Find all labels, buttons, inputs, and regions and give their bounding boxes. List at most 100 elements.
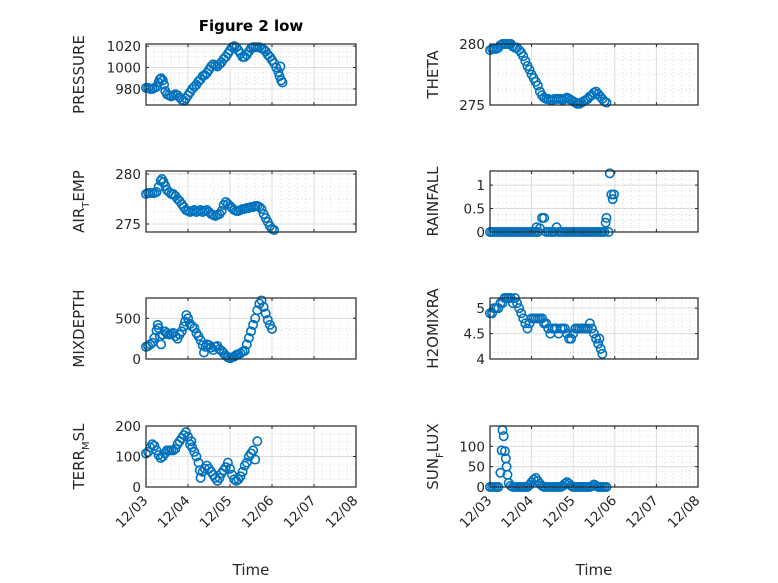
- data-point: [541, 318, 552, 329]
- y-tick-label: 4: [476, 352, 485, 368]
- data-point: [514, 303, 525, 314]
- axes-mixdepth: 0 500 MIXDEPTH: [70, 289, 357, 368]
- y-axis-label-text: THETA: [424, 50, 442, 100]
- y-tick-label: 280: [115, 167, 141, 183]
- data-point: [499, 446, 510, 457]
- axes-theta: 275 280 THETA: [424, 37, 699, 114]
- y-axis-label-rest: EMP: [70, 170, 88, 201]
- data-point: [250, 454, 261, 465]
- data-point: [260, 308, 271, 319]
- data-point: [269, 225, 280, 236]
- plot-area: [490, 171, 698, 232]
- axes-h2omixra: 4 4.5 5 H2OMIXRA: [424, 288, 699, 369]
- y-axis-label: PRESSURE: [70, 35, 88, 114]
- data-point: [246, 326, 257, 337]
- data-point: [153, 182, 164, 193]
- data-point: [591, 333, 602, 344]
- data-point: [512, 298, 523, 309]
- series-air_temp: [141, 174, 280, 236]
- data-point: [176, 326, 187, 337]
- data-point: [520, 56, 531, 67]
- y-tick-label: 500: [115, 311, 141, 327]
- data-point: [258, 301, 269, 312]
- data-point: [241, 457, 252, 468]
- data-point: [532, 80, 543, 91]
- y-tick-label: 280: [459, 37, 485, 53]
- data-point: [162, 327, 173, 338]
- data-point: [588, 328, 599, 339]
- y-axis-label: H2OMIXRA: [424, 288, 442, 369]
- axes-box: [145, 297, 357, 360]
- data-point: [151, 187, 162, 198]
- y-axis-label-text: SUN: [424, 458, 442, 490]
- data-point: [180, 316, 191, 327]
- data-point: [151, 445, 162, 456]
- axes-box: [489, 43, 699, 106]
- axes-rainfall: 0 0.5 1 RAINFALL: [424, 166, 699, 241]
- axes-air_temp: 275 280 AIRTEMP: [70, 167, 357, 236]
- y-tick-label: 0: [132, 352, 141, 368]
- y-tick-label: 100: [115, 450, 141, 466]
- y-tick-label: 0: [132, 480, 141, 496]
- data-point: [237, 466, 248, 477]
- y-axis-label-text: AIR: [70, 208, 88, 233]
- data-point: [252, 436, 263, 447]
- data-point: [600, 217, 611, 228]
- data-point: [604, 168, 615, 179]
- data-point: [507, 298, 518, 309]
- data-point: [159, 79, 170, 90]
- y-axis-label: SUNFLUX: [424, 423, 446, 489]
- data-point: [520, 318, 531, 329]
- y-tick-label: 100: [459, 439, 485, 455]
- data-point: [149, 440, 160, 451]
- data-point: [608, 189, 619, 200]
- y-tick-label: 0: [476, 225, 485, 241]
- axes-pressure: 980 1000 1020 PRESSURE Figure 2 low: [70, 17, 357, 114]
- axes-box: [145, 43, 357, 106]
- series-terr_msl: [141, 427, 263, 486]
- data-point: [170, 443, 181, 454]
- data-point: [559, 323, 570, 334]
- data-point: [157, 75, 168, 86]
- y-axis-label-text: H2OMIXRA: [424, 288, 442, 369]
- data-point: [222, 457, 233, 468]
- y-tick-label: 4.5: [464, 327, 485, 343]
- data-point: [262, 314, 273, 325]
- data-point: [607, 194, 618, 205]
- series-mixdepth: [141, 295, 277, 364]
- y-axis-label-text: PRESSURE: [70, 35, 88, 114]
- data-point: [566, 333, 577, 344]
- y-axis-label-subscript: F: [435, 452, 446, 458]
- axes-box: [489, 170, 699, 233]
- data-point: [559, 478, 570, 489]
- data-point: [189, 446, 200, 457]
- chart-title: Figure 2 low: [199, 17, 304, 35]
- y-axis-label-rest: SL: [70, 423, 88, 442]
- y-axis-label-subscript: M: [81, 441, 92, 450]
- y-tick-label: 1000: [107, 61, 141, 77]
- x-axis-label: Time: [232, 561, 270, 579]
- y-tick-label: 50: [468, 460, 485, 476]
- data-point: [187, 442, 198, 453]
- y-tick-label: 200: [115, 419, 141, 435]
- data-point: [595, 343, 606, 354]
- y-tick-label: 275: [115, 217, 141, 233]
- data-point: [518, 51, 529, 62]
- data-point: [498, 431, 509, 442]
- data-point: [186, 436, 197, 447]
- axes-box: [489, 425, 699, 488]
- data-point: [495, 467, 506, 478]
- data-point: [586, 323, 597, 334]
- data-point: [256, 204, 267, 215]
- data-point: [522, 323, 533, 334]
- data-point: [248, 445, 259, 456]
- data-point: [216, 206, 227, 217]
- data-point: [266, 323, 277, 334]
- y-tick-label: 0: [476, 480, 485, 496]
- y-axis-label: MIXDEPTH: [70, 289, 88, 367]
- data-point: [239, 345, 250, 356]
- data-point: [601, 97, 612, 108]
- data-point: [156, 339, 167, 350]
- data-point: [191, 451, 202, 462]
